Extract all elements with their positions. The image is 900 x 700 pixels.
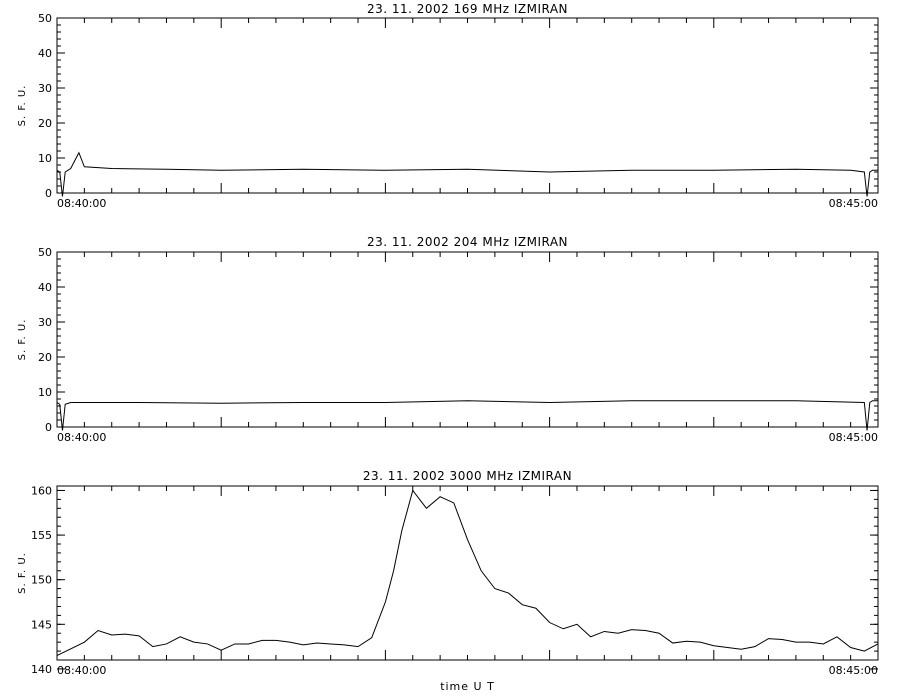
panel-3-ytick-label: 160	[31, 484, 52, 497]
panel-1-ytick-label: 50	[38, 12, 52, 25]
panel-1-ytick-label: 10	[38, 152, 52, 165]
panel-2-xtick-label-start: 08:40:00	[57, 431, 106, 444]
panel-2-ytick-label: 20	[38, 351, 52, 364]
panel-2-ylabel: S. F. U.	[17, 319, 28, 361]
panel-2-series-line	[57, 400, 878, 431]
panel-3-axes-box	[56, 485, 879, 661]
panel-2-ytick-label: 10	[38, 386, 52, 399]
panel-1-series-line	[57, 151, 878, 197]
panel-1-xtick-label-end: 08:45:00	[829, 197, 878, 210]
panel-2: 23. 11. 2002 204 MHz IZMIRAN 0 10 20 30 40 50 0…	[17, 235, 879, 444]
panel-1-xtick-label-start: 08:40:00	[57, 197, 106, 210]
panel-1-title: 23. 11. 2002 169 MHz IZMIRAN	[367, 2, 568, 16]
panel-2-xtick-label-end: 08:45:00	[829, 431, 878, 444]
panel-3-ytick-label: 140	[31, 663, 52, 676]
panel-1-ytick-label: 40	[38, 47, 52, 60]
panel-3: 23. 11. 2002 3000 MHz IZMIRAN 140 145 150 15…	[17, 469, 879, 693]
panel-3-xtick-label-start: 08:40:00	[57, 664, 106, 677]
panel-2-ytick-label: 40	[38, 281, 52, 294]
panel-2-ytick-label: 30	[38, 316, 52, 329]
panel-3-xtick-label-end: 08:45:00	[829, 664, 878, 677]
panel-2-ytick-label: 0	[45, 421, 52, 434]
panel-1: 23. 11. 2002 169 MHz IZMIRAN 0 10 20 30 40 50 0…	[17, 2, 879, 210]
panel-2-ytick-label: 50	[38, 246, 52, 259]
panel-1-ytick-label: 20	[38, 117, 52, 130]
panel-3-title: 23. 11. 2002 3000 MHz IZMIRAN	[363, 469, 572, 483]
panel-3-xlabel: time U T	[440, 680, 495, 693]
panel-3-ytick-label: 150	[31, 574, 52, 587]
panel-1-ytick-label: 0	[45, 187, 52, 200]
panel-3-ytick-label: 145	[31, 618, 52, 631]
panel-3-ytick-label: 155	[31, 529, 52, 542]
panel-1-axes-box	[56, 17, 879, 194]
panel-3-series-line	[57, 489, 878, 656]
panel-1-ytick-label: 30	[38, 82, 52, 95]
panel-3-ylabel: S. F. U.	[17, 552, 28, 594]
panel-2-title: 23. 11. 2002 204 MHz IZMIRAN	[367, 235, 568, 249]
panel-1-ylabel: S. F. U.	[17, 85, 28, 127]
